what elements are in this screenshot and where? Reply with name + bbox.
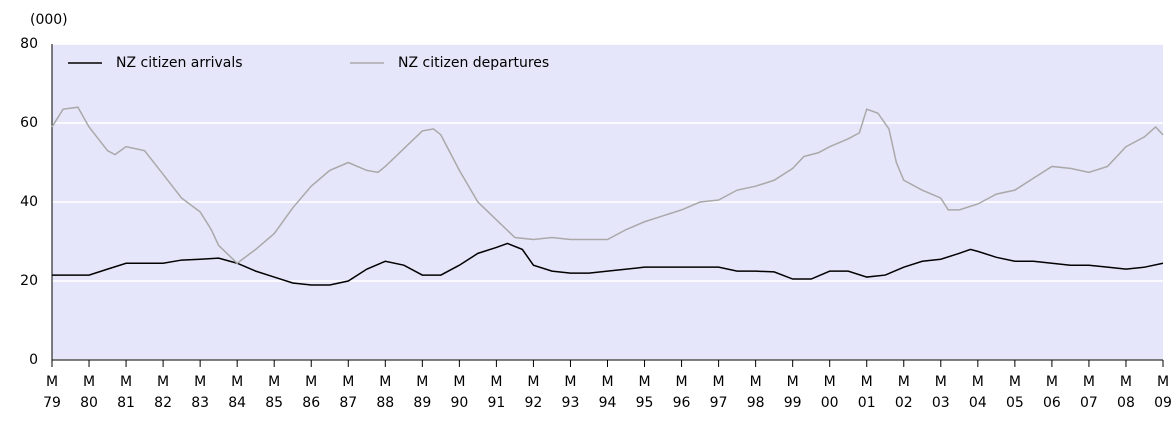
- x-tick-label: M 93: [561, 374, 580, 411]
- y-tick-label: 20: [20, 273, 38, 289]
- x-tick-label: M 89: [413, 374, 432, 411]
- x-tick-label: M 04: [968, 374, 987, 411]
- x-tick-label: M 99: [783, 374, 802, 411]
- x-tick-label: M 83: [191, 374, 210, 411]
- x-tick-label: M 80: [80, 374, 98, 411]
- x-tick-label: M 97: [709, 374, 728, 411]
- x-tick-label: M 90: [450, 374, 469, 411]
- y-tick-label: 40: [20, 194, 38, 210]
- legend-label: NZ citizen departures: [398, 55, 549, 71]
- x-tick-label: M 87: [339, 374, 358, 411]
- line-series: [52, 242, 1164, 286]
- x-tick-label: M 88: [376, 374, 395, 411]
- x-tick-label: M 98: [746, 374, 765, 411]
- x-tick-label: M 01: [857, 374, 876, 411]
- x-tick-label: M 81: [117, 374, 135, 411]
- x-tick-label: M 82: [154, 374, 172, 411]
- x-tick-label: M 84: [228, 374, 247, 411]
- x-tick-label: M 05: [1005, 374, 1024, 411]
- x-tick-label: M 94: [598, 374, 617, 411]
- x-tick-label: M 02: [894, 374, 913, 411]
- y-tick-label: 80: [20, 36, 38, 52]
- x-tick-label: M 92: [524, 374, 543, 411]
- x-tick-label: M 07: [1080, 374, 1098, 411]
- y-unit-label: (000): [30, 12, 68, 28]
- x-tick-label: M 91: [487, 374, 506, 411]
- legend-label: NZ citizen arrivals: [116, 55, 243, 71]
- x-tick-label: M 86: [302, 374, 321, 411]
- x-tick-label: M 00: [820, 374, 839, 411]
- y-tick-label: 0: [29, 352, 38, 368]
- x-tick-label: M 95: [635, 374, 654, 411]
- line-series: [51, 106, 1164, 265]
- x-tick-label: M 06: [1042, 374, 1061, 411]
- x-tick-label: M 85: [265, 374, 284, 411]
- x-tick-label: M 03: [931, 374, 950, 411]
- x-tick-label: M 96: [672, 374, 691, 411]
- y-tick-label: 60: [20, 115, 38, 131]
- x-tick-label: M 08: [1117, 374, 1135, 411]
- x-tick-label: M 79: [43, 374, 61, 411]
- x-tick-label: M 09: [1154, 374, 1172, 411]
